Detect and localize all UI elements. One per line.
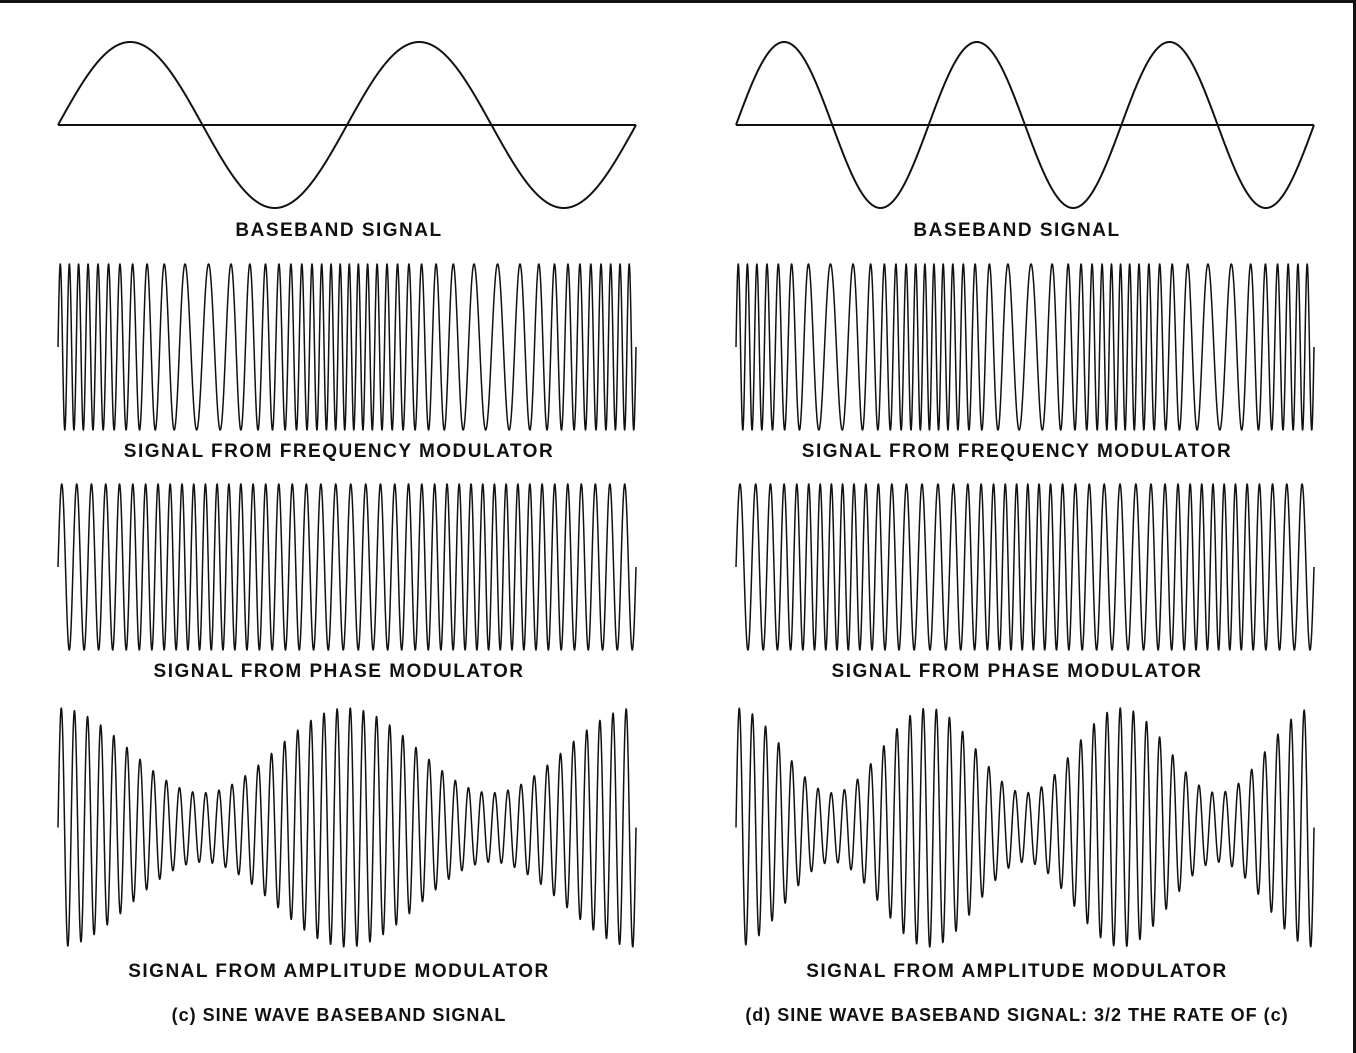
am-label-d: SIGNAL FROM AMPLITUDE MODULATOR (806, 961, 1228, 982)
baseband-label-d: BASEBAND SIGNAL (913, 220, 1121, 241)
baseband-waveform-c (57, 41, 637, 209)
fm-trace (57, 263, 637, 431)
baseband-trace (735, 41, 1315, 209)
baseband-trace (57, 41, 637, 209)
fm-waveform-d (735, 263, 1315, 431)
pm-waveform-c (57, 483, 637, 651)
pm-waveform-d (735, 483, 1315, 651)
fm-waveform-c (57, 263, 637, 431)
fm-label-c: SIGNAL FROM FREQUENCY MODULATOR (123, 441, 555, 462)
caption-c: (c) SINE WAVE BASEBAND SIGNAL (171, 1005, 507, 1025)
am-waveform-c (57, 707, 637, 948)
am-trace (735, 707, 1315, 948)
pm-trace (735, 483, 1315, 651)
am-trace (57, 707, 637, 948)
baseband-waveform-d (735, 41, 1315, 209)
caption-d: (d) SINE WAVE BASEBAND SIGNAL: 3/2 THE R… (745, 1005, 1289, 1025)
panel-d: BASEBAND SIGNAL SIGNAL FROM FREQUENCY MO… (678, 0, 1356, 1053)
pm-label-c: SIGNAL FROM PHASE MODULATOR (153, 661, 525, 682)
fm-label-d: SIGNAL FROM FREQUENCY MODULATOR (801, 441, 1233, 462)
am-waveform-d (735, 707, 1315, 948)
panel-c: BASEBAND SIGNAL SIGNAL FROM FREQUENCY MO… (57, 41, 637, 1025)
baseband-label-c: BASEBAND SIGNAL (235, 220, 443, 241)
fm-trace (735, 263, 1315, 431)
pm-label-d: SIGNAL FROM PHASE MODULATOR (831, 661, 1203, 682)
pm-trace (57, 483, 637, 651)
am-label-c: SIGNAL FROM AMPLITUDE MODULATOR (128, 961, 550, 982)
